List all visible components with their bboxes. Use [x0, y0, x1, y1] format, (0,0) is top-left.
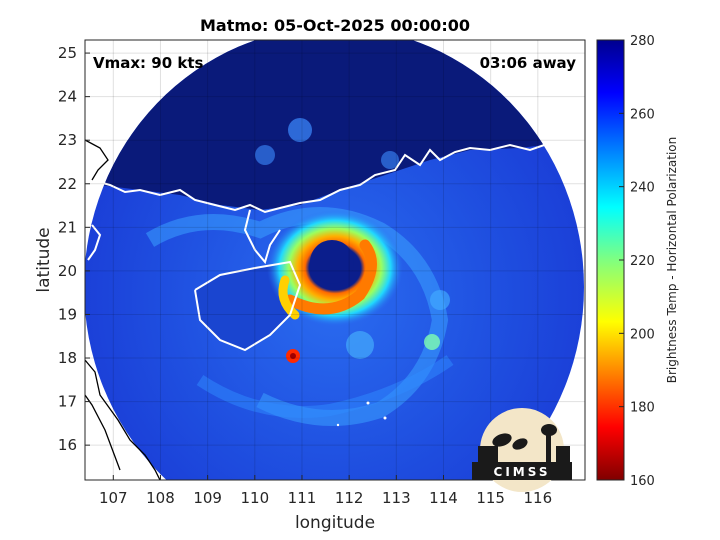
- y-tick-label: 25: [58, 44, 77, 62]
- x-tick-label: 115: [476, 489, 505, 507]
- vmax-label: Vmax: 90 kts: [93, 54, 203, 72]
- x-tick-label: 112: [335, 489, 364, 507]
- y-axis-ticks: 16 17 18 19 20 21 22 23 24 25: [58, 44, 90, 454]
- eyewall-arc: [284, 239, 377, 315]
- colorbar: 160 180 200 220 240 260 280 Brightness Temp - …: [596, 34, 679, 489]
- y-tick-label: 20: [58, 262, 77, 280]
- cold-land-region: [85, 40, 584, 210]
- x-tick-label: 111: [288, 489, 317, 507]
- y-tick-label: 18: [58, 349, 77, 367]
- rainband-south: [196, 355, 454, 418]
- colorbar-ticks: 160 180 200 220 240 260 280: [619, 34, 655, 489]
- time-away-label: 03:06 away: [480, 54, 577, 72]
- x-tick-label: 108: [146, 489, 175, 507]
- map-plot-area: [85, 40, 585, 480]
- coastline-swath: [87, 114, 581, 352]
- storm-eye: [310, 240, 354, 284]
- y-axis-label: latitude: [34, 227, 54, 292]
- colorbar-tick-label: 260: [630, 107, 655, 122]
- colorbar-tick-label: 200: [630, 327, 655, 342]
- x-axis-ticks: 107 108 109 110 111 112 113 114 115 116: [99, 475, 552, 507]
- y-tick-label: 21: [58, 218, 77, 236]
- x-tick-label: 114: [429, 489, 458, 507]
- x-tick-label: 116: [524, 489, 553, 507]
- colorbar-tick-label: 180: [630, 401, 655, 416]
- y-tick-label: 22: [58, 175, 77, 193]
- cimss-logo: CIMSS: [472, 408, 572, 492]
- colorbar-tick-label: 220: [630, 254, 655, 269]
- x-axis-label: longitude: [295, 513, 375, 533]
- coastline-outside: [85, 139, 161, 480]
- colorbar-tick-label: 240: [630, 181, 655, 196]
- logo-text: CIMSS: [494, 465, 551, 479]
- grid-lines: [85, 40, 585, 480]
- y-tick-label: 23: [58, 131, 77, 149]
- y-tick-label: 17: [58, 393, 77, 411]
- x-tick-label: 113: [382, 489, 411, 507]
- colorbar-label: Brightness Temp - Horizontal Polarizatio…: [665, 137, 679, 384]
- x-tick-label: 110: [240, 489, 269, 507]
- rainband-outer: [145, 207, 449, 426]
- y-tick-label: 19: [58, 305, 77, 323]
- x-tick-label: 109: [193, 489, 222, 507]
- x-tick-label: 107: [99, 489, 128, 507]
- chart-title: Matmo: 05-Oct-2025 00:00:00: [200, 16, 470, 35]
- colorbar-tick-label: 160: [630, 474, 655, 489]
- colorbar-tick-label: 280: [630, 34, 655, 49]
- y-tick-label: 16: [58, 436, 77, 454]
- plot-frame: [84, 39, 586, 481]
- y-tick-label: 24: [58, 88, 77, 106]
